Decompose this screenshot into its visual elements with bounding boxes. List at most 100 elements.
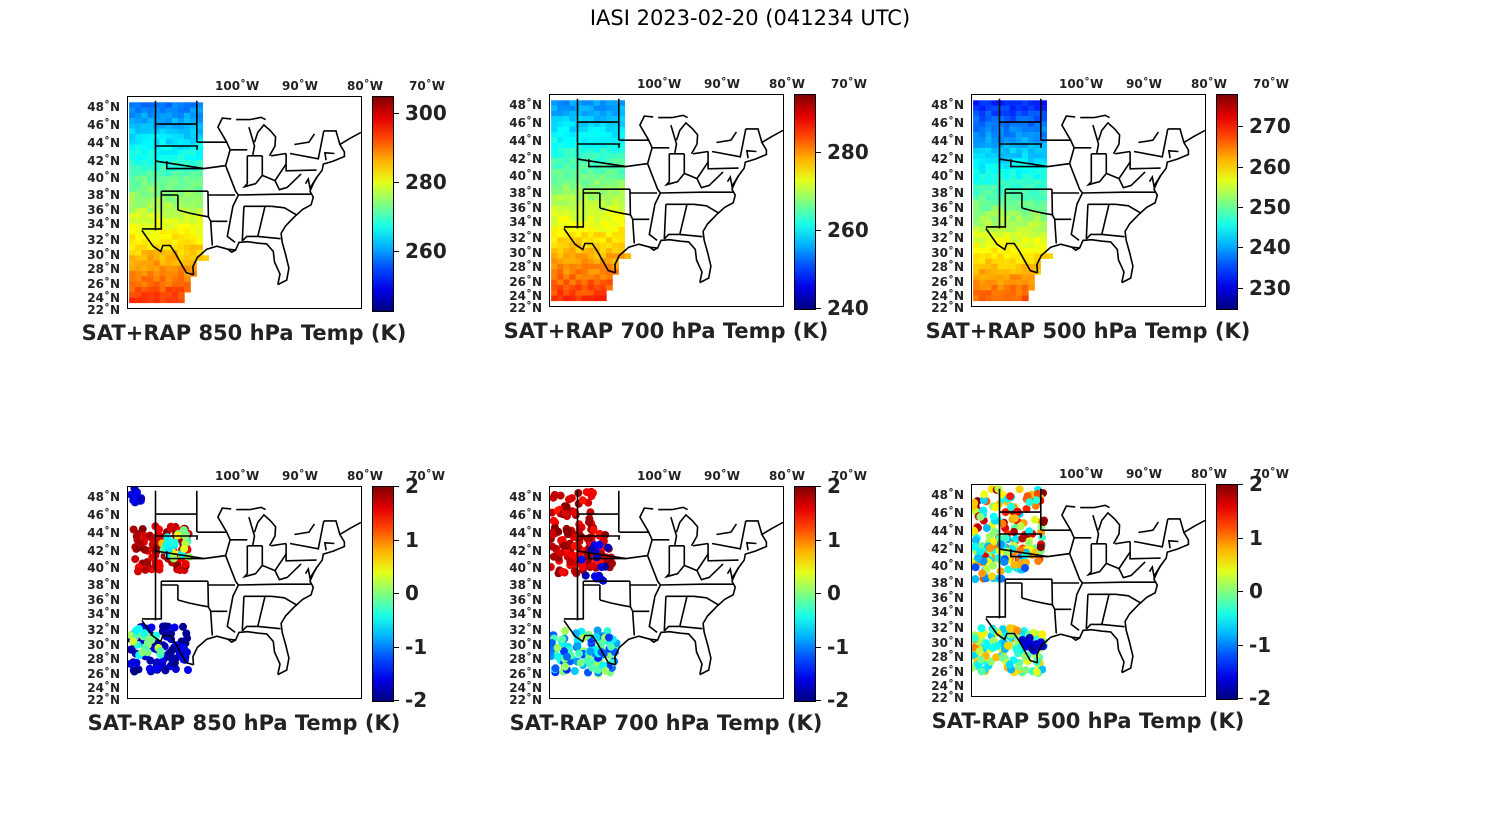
swath-cell [575, 184, 583, 191]
swath-cell [184, 207, 191, 214]
latitude-label: 44˚N [509, 526, 542, 540]
swath-cell [165, 133, 173, 140]
swath-cell [1028, 179, 1035, 185]
swath-cell [165, 149, 173, 156]
swath-cell [985, 211, 993, 217]
longitude-label: 90˚W [282, 469, 318, 483]
swath-cell [1003, 105, 1011, 112]
swath-cell [153, 165, 161, 172]
swath-cell [979, 248, 986, 254]
latitude-label: 44˚N [931, 524, 964, 538]
swath-cell [973, 248, 980, 254]
swath-cell [581, 137, 589, 143]
latitude-label: 42˚N [87, 154, 120, 168]
swath-cell [1034, 221, 1041, 228]
swath-cell [581, 200, 589, 207]
diff-point [1007, 503, 1016, 511]
swath-cell [141, 186, 149, 193]
state-border [271, 205, 298, 216]
diff-point [975, 647, 984, 656]
swath-cell [569, 105, 577, 112]
swath-cell [557, 253, 564, 259]
diff-point [608, 559, 616, 568]
swath-cell [551, 121, 558, 127]
swath-cell [184, 118, 191, 124]
state-border [675, 121, 699, 155]
colorbar-ticks: 2 1 0 -1 -2 [393, 476, 467, 710]
swath-cell [196, 102, 203, 108]
swath-cell [557, 153, 564, 159]
swath-cell [618, 248, 625, 254]
swath-cell [997, 216, 1005, 222]
swath-cell [979, 274, 986, 280]
swath-cell [985, 248, 993, 254]
swath-cell [1009, 147, 1017, 154]
state-border [619, 139, 653, 168]
latitude-label: 46˚N [931, 506, 964, 520]
state-border [670, 124, 678, 154]
swath-cell [593, 179, 601, 185]
diff-point [1016, 522, 1025, 531]
swath-cell [563, 232, 571, 238]
swath-cell [1015, 153, 1023, 159]
swath-cell [563, 200, 571, 207]
swath-cell [581, 232, 589, 238]
swath-cell [153, 128, 161, 135]
swath-cell [991, 253, 999, 259]
latitude-label: 38˚N [509, 186, 542, 200]
diff-point [972, 542, 979, 551]
swath-cell [135, 144, 142, 151]
diff-point [1036, 543, 1045, 552]
swath-cell [141, 276, 149, 282]
diff-point [550, 490, 559, 499]
diff-point [1010, 514, 1019, 523]
swath-cell [563, 190, 571, 196]
swath-cell [196, 123, 203, 129]
diff-point [605, 633, 613, 642]
swath-cell [1021, 184, 1029, 191]
swath-cell [1009, 100, 1017, 106]
swath-cell [593, 226, 601, 233]
swath-cell [1028, 274, 1035, 280]
swath-cell [153, 207, 161, 214]
swath-cell [612, 237, 619, 243]
swath-cell [1009, 179, 1017, 185]
swath-cell [1040, 195, 1047, 201]
swath-cell [141, 255, 149, 261]
swath-cell [569, 274, 577, 280]
swath-cell [135, 271, 142, 277]
state-border [629, 581, 636, 636]
swath-cell [190, 260, 197, 267]
swath-cell [581, 274, 589, 280]
swath-cell [159, 239, 167, 245]
swath-cell [593, 105, 601, 112]
swath-cell [618, 216, 625, 222]
swath-cell [171, 202, 179, 209]
swath-cell [593, 126, 601, 133]
swath-cell [1034, 116, 1041, 122]
swath-cell [569, 258, 577, 265]
swath-cell [1021, 179, 1029, 185]
swath-cell [557, 284, 564, 291]
swath-cell [606, 190, 613, 196]
map-area [971, 94, 1206, 307]
swath-cell [135, 250, 142, 256]
swath-cell [1021, 153, 1029, 159]
colorbar-tick-label: 260 [1238, 154, 1291, 179]
swath-cell [1015, 195, 1023, 201]
swath-cell [177, 149, 185, 156]
swath-cell [599, 248, 607, 254]
swath-cell [141, 202, 149, 209]
swath-cell [129, 218, 136, 224]
swath-cell [147, 276, 155, 282]
swath-cell [147, 128, 155, 135]
swath-cell [147, 202, 155, 209]
swath-cell [141, 239, 149, 245]
swath-cell [563, 269, 571, 275]
latitude-label: 32˚N [931, 621, 964, 635]
diff-point [583, 656, 592, 665]
diff-point [550, 552, 558, 561]
swath-cell [587, 184, 595, 191]
diff-point [131, 555, 140, 564]
latitude-label: 28˚N [931, 650, 964, 664]
